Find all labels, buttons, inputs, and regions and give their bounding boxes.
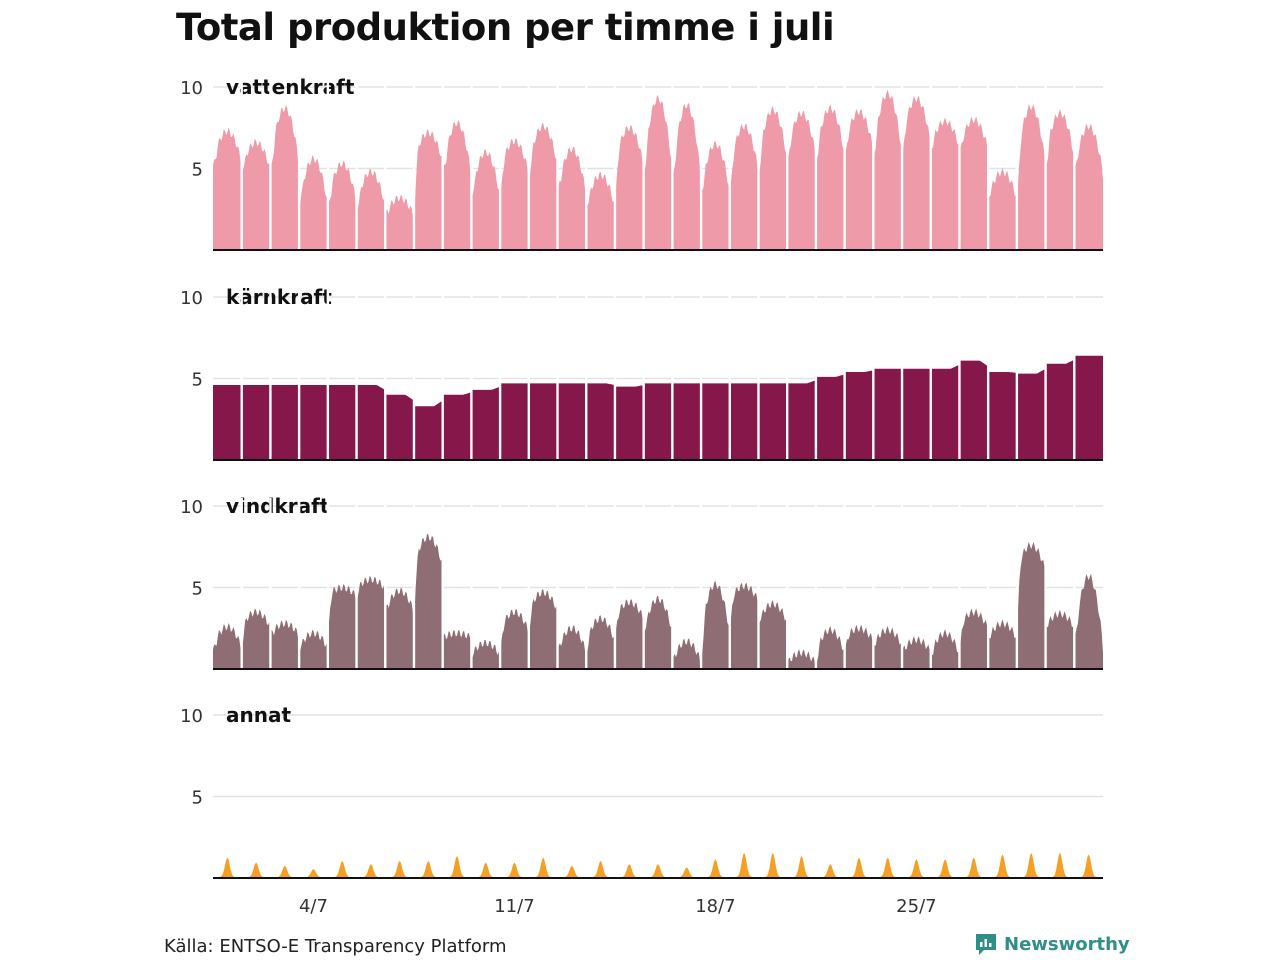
small-multiples-chart: 5 10 vattenkraft 5 10 kärnkraft 5 10 vindkraft 5 1… xyxy=(180,75,1103,917)
y-tick-label: 10 xyxy=(180,497,203,518)
brand-logo[interactable]: Newsworthy xyxy=(974,932,1130,956)
source-note: Källa: ENTSO-E Transparency Platform xyxy=(164,936,507,957)
panel-label-karnkraft: kärnkraft xyxy=(226,285,332,309)
brand-name: Newsworthy xyxy=(1004,933,1130,955)
panel-label-annat: annat xyxy=(226,703,291,727)
y-tick-label: 5 xyxy=(192,370,203,391)
y-tick-label: 5 xyxy=(192,160,203,181)
y-tick-label: 5 xyxy=(192,579,203,600)
x-tick-label: 18/7 xyxy=(695,896,735,917)
panel-label-vindkraft: vindkraft xyxy=(226,494,330,518)
newsworthy-logo-icon xyxy=(976,934,996,955)
series-area-vattenkraft xyxy=(213,89,1103,250)
y-tick-label: 10 xyxy=(180,706,203,727)
y-tick-label: 10 xyxy=(180,288,203,309)
chart-title: Total produktion per timme i juli xyxy=(176,6,835,49)
y-tick-label: 5 xyxy=(192,788,203,809)
x-tick-label: 25/7 xyxy=(896,896,936,917)
series-area-annat xyxy=(213,852,1103,878)
panel-label-vattenkraft: vattenkraft xyxy=(226,75,355,99)
series-area-karnkraft xyxy=(213,355,1103,460)
x-tick-label: 4/7 xyxy=(299,896,328,917)
y-tick-label: 10 xyxy=(180,78,203,99)
series-area-vindkraft xyxy=(213,533,1103,669)
x-tick-label: 11/7 xyxy=(494,896,534,917)
